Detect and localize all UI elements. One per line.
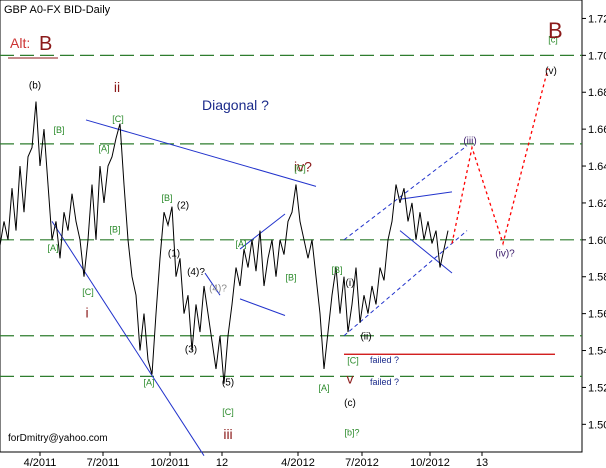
wave-label-27: [B] xyxy=(331,265,342,275)
wave-label-29: (ii) xyxy=(360,331,371,342)
wave-label-15: [A] xyxy=(143,378,154,388)
diagonal-label: Diagonal ? xyxy=(202,97,269,113)
wave-label-20: (4)? xyxy=(209,283,227,294)
wave-label-31: [A] xyxy=(318,383,329,393)
channel-lines xyxy=(51,119,468,456)
x-axis: 4/2011 7/2011 10/2011 12 4/2012 7/2012 10/2012… xyxy=(24,452,488,468)
dashed-levels xyxy=(0,54,582,377)
y-tick-label-6: 1.62 xyxy=(588,198,606,210)
wave-label-6: [c] xyxy=(548,34,558,44)
y-tick-label-5: 1.60 xyxy=(588,235,606,247)
y-tick-label-1: 1.52 xyxy=(588,382,606,394)
x-tick-label-1: 7/2011 xyxy=(87,457,120,468)
wave-label-2: iv? xyxy=(294,159,312,175)
y-tick-label-3: 1.56 xyxy=(588,309,606,321)
wave-label-8: (c) xyxy=(344,398,356,409)
channel-line-8 xyxy=(399,230,453,274)
x-tick-label-5: 7/2012 xyxy=(345,457,379,468)
wave-label-34: (v) xyxy=(545,66,557,77)
wave-label-17: (2) xyxy=(177,200,189,211)
y-axis: 1.50 1.52 1.54 1.56 1.58 1.60 1.62 1.64 1.66 1.68… xyxy=(582,13,606,431)
wave-label-4: iii xyxy=(223,426,232,442)
channel-line-6 xyxy=(343,230,468,337)
y-tick-label-2: 1.54 xyxy=(588,346,606,358)
wave-label-11: [A] xyxy=(98,143,109,153)
channel-line-7 xyxy=(399,191,453,200)
wave-label-22: (5) xyxy=(222,378,234,389)
y-tick-label-0: 1.50 xyxy=(588,419,606,431)
wave-label-28: (i) xyxy=(346,278,355,289)
wave-label-30: [C] xyxy=(347,355,359,365)
alt-label-wave: B xyxy=(39,33,52,55)
email-label: forDmitry@yahoo.com xyxy=(8,433,108,444)
wave-label-9: [B] xyxy=(53,125,64,135)
channel-line-5 xyxy=(343,145,468,241)
wave-label-3: i xyxy=(85,304,88,320)
wave-label-23: [C] xyxy=(222,407,234,417)
wave-label-10: [C] xyxy=(112,114,124,124)
channel-line-1 xyxy=(51,221,205,456)
channel-line-0 xyxy=(85,119,317,187)
channel-line-3 xyxy=(239,298,286,316)
y-tick-label-7: 1.64 xyxy=(588,161,606,173)
x-tick-label-7: 13 xyxy=(476,457,488,468)
projection-path xyxy=(451,68,549,246)
x-tick-label-0: 4/2011 xyxy=(24,457,57,468)
y-tick-label-10: 1.70 xyxy=(588,50,606,62)
wave-label-0: (b) xyxy=(29,81,41,92)
price-series xyxy=(0,101,449,384)
wave-label-1: ii xyxy=(114,79,120,95)
y-tick-label-9: 1.68 xyxy=(588,87,606,99)
x-tick-label-4: 4/2012 xyxy=(281,457,315,468)
failed-label-upper: failed ? xyxy=(370,355,399,365)
y-tick-label-8: 1.66 xyxy=(588,124,606,136)
wave-label-19: (4)? xyxy=(187,267,205,278)
wave-label-26: [C] xyxy=(294,164,306,174)
wave-label-12: [A] xyxy=(47,243,58,253)
y-tick-label-4: 1.58 xyxy=(588,272,606,284)
wave-label-13: [B] xyxy=(109,224,120,234)
x-tick-label-6: 10/2012 xyxy=(410,457,450,468)
top-right-wave: B xyxy=(548,18,563,43)
price-line xyxy=(0,101,449,384)
wave-label-14: [C] xyxy=(82,287,94,297)
x-tick-label-3: 12 xyxy=(216,457,228,468)
projection-line xyxy=(451,68,549,246)
wave-label-32: (iii) xyxy=(463,136,476,147)
channel-line-4 xyxy=(204,272,221,296)
y-tick-label-11: 1.72 xyxy=(588,13,606,25)
wave-label-33: (iv)? xyxy=(495,248,515,259)
wave-label-18: (1) xyxy=(168,248,180,259)
wave-label-25: [B] xyxy=(285,272,296,282)
chart-title: GBP A0-FX BID-Daily xyxy=(4,4,111,16)
wave-label-24: [A] xyxy=(235,239,246,249)
failed-label-lower: failed ? xyxy=(370,377,399,387)
x-tick-label-2: 10/2011 xyxy=(151,457,190,468)
wave-label-5: v xyxy=(347,371,354,387)
wave-label-16: [B] xyxy=(161,193,172,203)
alt-label-prefix: Alt: xyxy=(10,35,30,51)
plot-area xyxy=(0,0,583,453)
wave-labels: (b) iiiv?iiiiv[c][b]?(c)[B][C][A][A][B][C… xyxy=(29,34,558,442)
channel-line-2 xyxy=(239,213,286,250)
wave-label-21: (3) xyxy=(185,344,197,355)
wave-label-7: [b]? xyxy=(344,427,359,437)
